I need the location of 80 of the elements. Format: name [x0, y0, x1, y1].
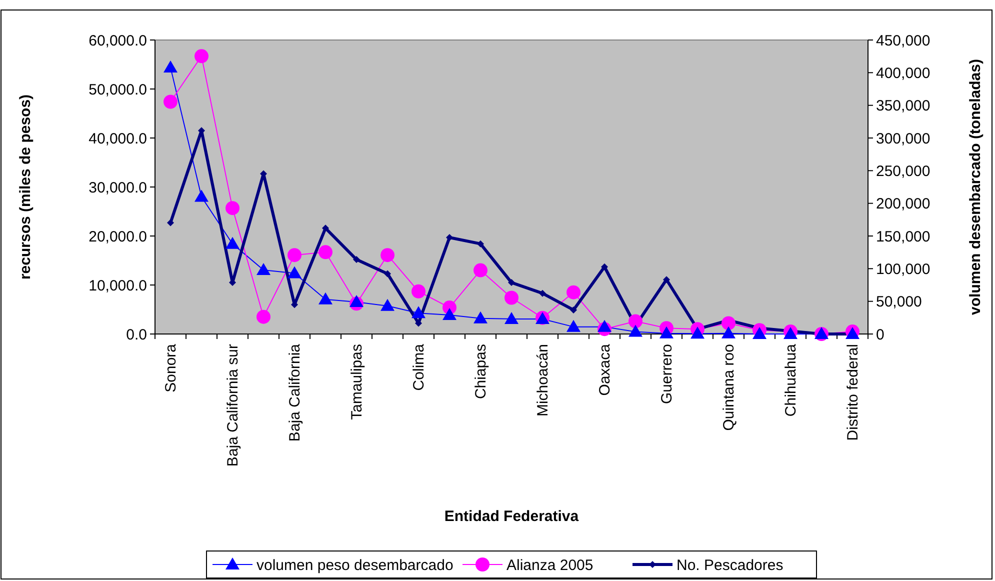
- y2-tick-label: 200,000: [876, 196, 930, 213]
- point: [846, 327, 860, 339]
- y-tick-label: 20,000.0: [88, 228, 147, 246]
- y2-tick-label: 350,000: [876, 98, 930, 115]
- point: [570, 306, 577, 314]
- point: [353, 256, 360, 264]
- y2-tick-label: 150,000: [876, 228, 930, 246]
- point: [601, 263, 608, 270]
- x-tick-label: Baja California sur: [224, 344, 242, 467]
- point: [474, 311, 488, 324]
- point: [194, 49, 208, 64]
- x-tick-label: Tamaulipas: [348, 344, 366, 420]
- y-tick-label: 40,000.0: [88, 130, 147, 148]
- x-axis-title: Entidad Federativa: [444, 508, 580, 525]
- point: [380, 248, 394, 262]
- y-tick-label: 10,000.0: [88, 277, 147, 294]
- point: [539, 290, 546, 297]
- point: [226, 236, 240, 249]
- point: [322, 224, 329, 232]
- x-tick-label: Michoacán: [534, 344, 552, 417]
- point: [350, 294, 364, 307]
- y2-tick-label: 300,000: [876, 130, 930, 148]
- point: [164, 60, 178, 72]
- point: [384, 270, 391, 278]
- x-tick-label: Sonora: [162, 343, 180, 392]
- point: [690, 326, 704, 339]
- y2-tick-label: 50,000: [876, 294, 922, 311]
- point: [504, 290, 518, 305]
- point: [784, 327, 798, 339]
- y-tick-label: 60,000.0: [88, 32, 147, 50]
- point: [628, 314, 642, 328]
- y2-axis-title: volumen desembarcado (toneladas): [967, 59, 984, 315]
- legend-label: volumen peso desembarcado: [256, 556, 454, 574]
- point: [508, 279, 515, 286]
- x-tick-label: Quintana roo: [720, 344, 738, 431]
- x-tick-label: Distrito federal: [844, 344, 862, 441]
- point: [663, 276, 670, 284]
- point: [194, 190, 208, 202]
- point: [566, 285, 580, 300]
- point: [380, 298, 394, 311]
- x-tick-label: Baja California: [286, 343, 304, 442]
- y2-tick-label: 0: [876, 326, 884, 344]
- point: [446, 234, 453, 241]
- y-tick-label: 30,000.0: [88, 179, 147, 196]
- point: [288, 248, 302, 262]
- legend-label: No. Pescadores: [676, 556, 784, 574]
- y2-tick-label: 100,000: [876, 260, 930, 278]
- point: [752, 327, 766, 339]
- point: [226, 201, 240, 216]
- legend-label: Alianza 2005: [506, 556, 594, 574]
- point: [412, 306, 426, 318]
- point: [256, 262, 270, 275]
- x-tick-label: Oaxaca: [596, 343, 614, 396]
- x-tick-label: Colima: [410, 343, 428, 391]
- y-tick-label: 0.0: [126, 326, 147, 344]
- point: [566, 320, 580, 332]
- point: [256, 310, 270, 324]
- point: [167, 219, 174, 226]
- point: [474, 263, 488, 278]
- point: [504, 312, 518, 324]
- point: [598, 320, 612, 332]
- point: [318, 292, 332, 304]
- y2-tick-label: 250,000: [876, 162, 930, 180]
- y-axis-title: recursos (miles de pesos): [17, 94, 34, 280]
- point: [442, 308, 456, 320]
- point: [722, 326, 736, 338]
- point: [318, 245, 332, 260]
- point: [477, 240, 484, 248]
- y2-tick-label: 450,000: [876, 32, 930, 50]
- y2-tick-label: 400,000: [876, 64, 930, 82]
- x-tick-label: Chiapas: [472, 344, 490, 400]
- x-tick-label: Guerrero: [658, 344, 676, 404]
- point: [628, 324, 642, 337]
- point: [660, 326, 674, 338]
- point: [164, 94, 178, 109]
- y-tick-label: 50,000.0: [88, 81, 147, 98]
- point: [722, 316, 736, 330]
- x-tick-label: Chihuahua: [782, 343, 800, 417]
- point: [288, 266, 302, 278]
- point: [412, 284, 426, 298]
